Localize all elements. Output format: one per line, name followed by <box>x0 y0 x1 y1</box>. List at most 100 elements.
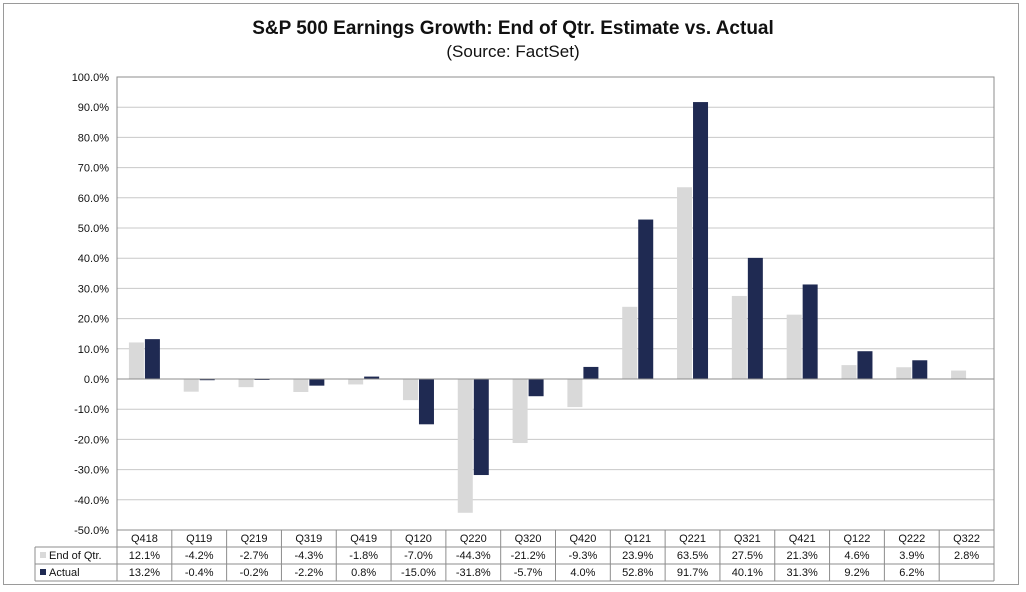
data-label: -5.7% <box>514 567 543 579</box>
x-tick-label: Q119 <box>186 533 212 545</box>
bar <box>638 219 654 379</box>
bar <box>144 339 160 379</box>
data-label: 40.1% <box>732 567 763 579</box>
data-label: 0.8% <box>351 567 376 579</box>
bar <box>622 306 638 379</box>
bar <box>693 102 709 379</box>
data-label: 6.2% <box>899 567 924 579</box>
bar <box>731 295 747 379</box>
legend-swatch <box>40 552 46 558</box>
bar <box>128 342 144 379</box>
x-tick-label: Q319 <box>295 533 322 545</box>
x-tick-label: Q219 <box>241 533 268 545</box>
bar <box>912 360 928 379</box>
bar <box>528 379 544 397</box>
bar <box>309 379 325 386</box>
x-tick-label: Q421 <box>789 533 816 545</box>
x-tick-label: Q220 <box>460 533 487 545</box>
data-label: -2.7% <box>240 550 269 562</box>
data-label: -9.3% <box>569 550 598 562</box>
data-label: 63.5% <box>677 550 708 562</box>
y-tick-label: 10.0% <box>78 344 109 356</box>
x-tick-label: Q121 <box>624 533 651 545</box>
y-tick-label: 0.0% <box>84 374 109 386</box>
y-tick-label: 20.0% <box>78 314 109 326</box>
bar <box>857 351 873 379</box>
data-label: -1.8% <box>349 550 378 562</box>
bar <box>841 365 857 379</box>
x-tick-label: Q418 <box>131 533 158 545</box>
data-label: -31.8% <box>456 567 491 579</box>
data-label: -2.2% <box>294 567 323 579</box>
data-label: -4.3% <box>294 550 323 562</box>
y-tick-label: 30.0% <box>78 283 109 295</box>
data-label: -7.0% <box>404 550 433 562</box>
bar <box>677 187 693 379</box>
data-label: 52.8% <box>622 567 653 579</box>
bar <box>951 370 967 379</box>
bar <box>896 367 912 379</box>
plot-area <box>116 76 995 531</box>
y-tick-label: 90.0% <box>78 102 109 114</box>
x-tick-label: Q120 <box>405 533 432 545</box>
bar <box>293 379 309 392</box>
bar <box>583 366 599 379</box>
data-label: 31.3% <box>787 567 818 579</box>
data-label: -44.3% <box>456 550 491 562</box>
data-label: 9.2% <box>844 567 869 579</box>
y-tick-label: 70.0% <box>78 163 109 175</box>
bar <box>418 379 434 425</box>
y-tick-label: -20.0% <box>74 434 109 446</box>
data-label: 13.2% <box>129 567 160 579</box>
y-tick-label: 50.0% <box>78 223 109 235</box>
bar <box>567 379 583 408</box>
data-label: 21.3% <box>787 550 818 562</box>
x-tick-label: Q322 <box>953 533 980 545</box>
x-tick-label: Q222 <box>898 533 925 545</box>
y-tick-label: 60.0% <box>78 193 109 205</box>
data-label: -0.2% <box>240 567 269 579</box>
y-tick-label: 40.0% <box>78 253 109 265</box>
bar <box>473 379 489 476</box>
bar <box>199 379 215 381</box>
data-label: -0.4% <box>185 567 214 579</box>
x-tick-label: Q321 <box>734 533 761 545</box>
legend-label: Actual <box>49 567 80 579</box>
x-tick-label: Q420 <box>569 533 596 545</box>
chart-subtitle: (Source: FactSet) <box>446 42 580 61</box>
data-label: -15.0% <box>401 567 436 579</box>
y-tick-label: 100.0% <box>72 72 110 84</box>
data-label: 23.9% <box>622 550 653 562</box>
bar <box>238 379 254 388</box>
x-tick-label: Q320 <box>515 533 542 545</box>
bar <box>512 379 528 444</box>
bar <box>402 379 418 401</box>
data-label: 3.9% <box>899 550 924 562</box>
bar <box>457 379 473 513</box>
y-tick-label: -40.0% <box>74 495 109 507</box>
data-label: 27.5% <box>732 550 763 562</box>
legend-swatch <box>40 569 46 575</box>
data-label: 2.8% <box>954 550 979 562</box>
data-label: 4.6% <box>844 550 869 562</box>
bar <box>786 314 802 379</box>
x-tick-label: Q419 <box>350 533 377 545</box>
bar <box>183 379 199 392</box>
bar <box>747 257 763 379</box>
bar <box>364 376 380 379</box>
y-tick-label: 80.0% <box>78 132 109 144</box>
data-label: 4.0% <box>570 567 595 579</box>
x-tick-label: Q221 <box>679 533 706 545</box>
data-label: -4.2% <box>185 550 214 562</box>
x-tick-label: Q122 <box>844 533 871 545</box>
bar <box>802 284 818 379</box>
chart-frame <box>3 3 1019 585</box>
y-tick-label: -30.0% <box>74 465 109 477</box>
chart-title: S&P 500 Earnings Growth: End of Qtr. Est… <box>252 18 774 39</box>
y-tick-label: -50.0% <box>74 525 109 537</box>
y-tick-label: -10.0% <box>74 404 109 416</box>
data-label: 91.7% <box>677 567 708 579</box>
data-label: -21.2% <box>511 550 546 562</box>
data-label: 12.1% <box>129 550 160 562</box>
